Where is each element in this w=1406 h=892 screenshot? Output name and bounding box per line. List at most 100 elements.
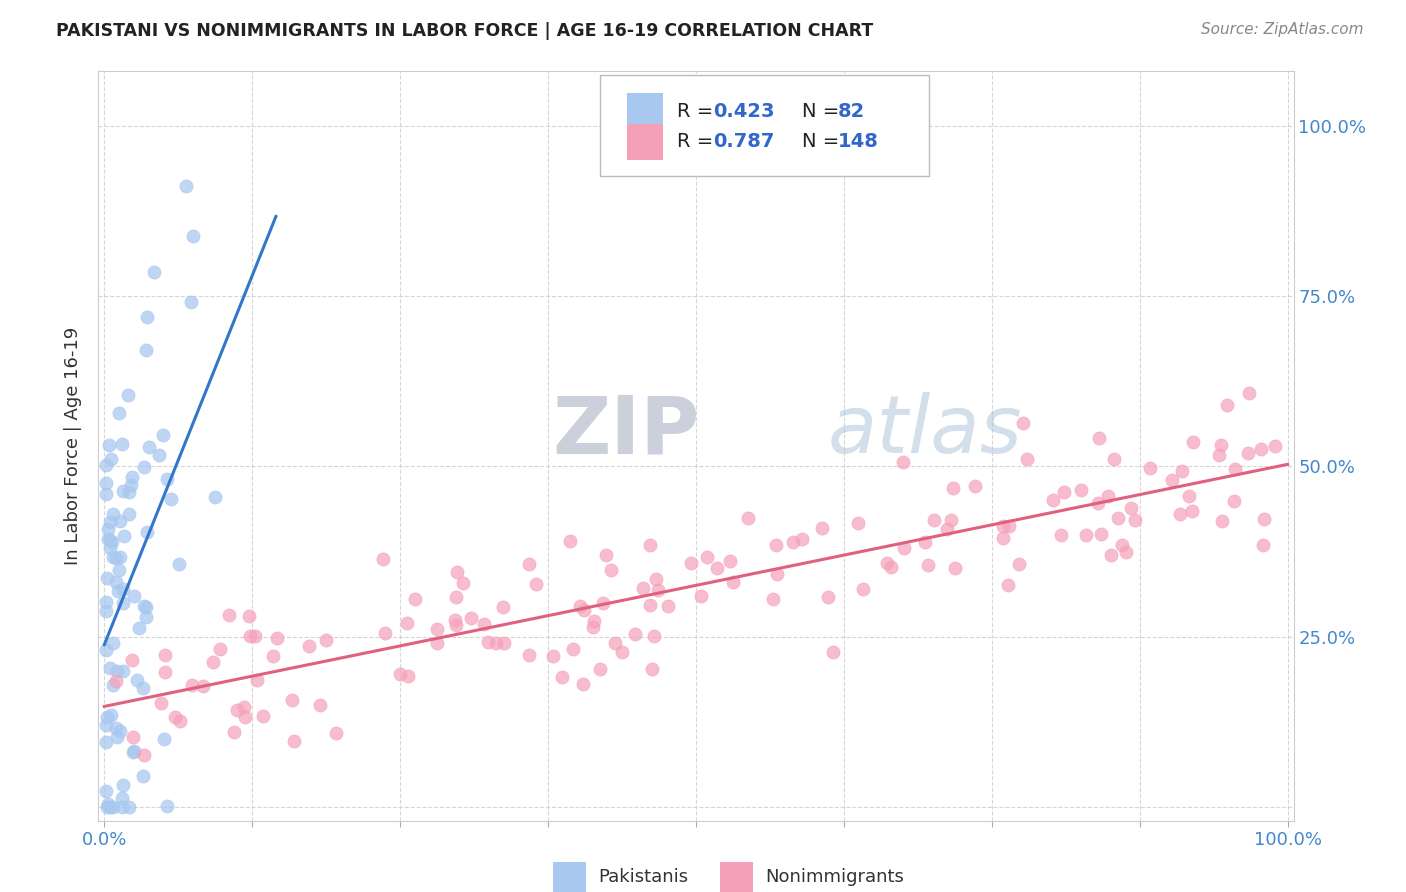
Point — [582, 620, 605, 634]
Point — [519, 648, 541, 662]
FancyBboxPatch shape — [553, 862, 586, 892]
Point — [281, 692, 304, 706]
Point — [107, 583, 129, 598]
Point — [460, 611, 482, 625]
Point — [112, 484, 135, 499]
Point — [142, 265, 165, 279]
Point — [243, 629, 266, 643]
Point — [98, 800, 121, 814]
Point — [939, 513, 962, 527]
Point — [821, 644, 844, 658]
Point — [404, 591, 426, 606]
Point — [472, 616, 495, 631]
Point — [852, 582, 875, 597]
Point — [98, 541, 121, 555]
Point — [1211, 438, 1233, 452]
Point — [721, 574, 744, 589]
Point — [98, 533, 121, 547]
Point — [105, 665, 128, 679]
Point — [108, 514, 131, 528]
Point — [893, 541, 915, 555]
Text: R =: R = — [676, 132, 720, 152]
Text: atlas: atlas — [827, 392, 1022, 470]
Point — [112, 529, 135, 543]
Point — [165, 710, 187, 724]
Point — [572, 676, 595, 690]
Point — [541, 649, 564, 664]
Point — [644, 573, 666, 587]
FancyBboxPatch shape — [720, 862, 754, 892]
Point — [308, 698, 330, 712]
Point — [117, 388, 139, 402]
Point — [136, 310, 159, 325]
Point — [914, 535, 936, 549]
Point — [657, 599, 679, 613]
Point — [1139, 461, 1161, 475]
Point — [169, 714, 191, 728]
Point — [1216, 399, 1239, 413]
Point — [811, 521, 834, 535]
Point — [225, 703, 247, 717]
Point — [152, 427, 174, 442]
Point — [101, 800, 124, 814]
Point — [1168, 507, 1191, 521]
Point — [1160, 474, 1182, 488]
Point — [1177, 490, 1199, 504]
Text: 148: 148 — [838, 132, 879, 152]
Point — [1111, 538, 1133, 552]
Point — [943, 561, 966, 575]
Point — [689, 589, 711, 603]
Point — [963, 479, 986, 493]
Point — [153, 665, 176, 679]
Point — [111, 437, 134, 451]
Point — [1097, 489, 1119, 503]
Point — [1115, 545, 1137, 559]
Point — [246, 673, 269, 687]
Point — [122, 745, 145, 759]
Point — [169, 557, 191, 571]
Point — [148, 448, 170, 462]
Point — [679, 557, 702, 571]
Point — [174, 179, 197, 194]
Point — [101, 508, 124, 522]
Point — [108, 406, 131, 420]
Point — [297, 639, 319, 653]
Point — [782, 535, 804, 549]
Point — [1250, 442, 1272, 456]
Point — [1107, 510, 1129, 524]
Text: 82: 82 — [838, 102, 866, 120]
Point — [1264, 439, 1286, 453]
Point — [1171, 464, 1194, 478]
Point — [1102, 451, 1125, 466]
Point — [485, 636, 508, 650]
Text: N =: N = — [803, 132, 846, 152]
Point — [551, 670, 574, 684]
Point — [94, 718, 117, 732]
Text: 0.423: 0.423 — [713, 102, 775, 120]
Point — [1181, 435, 1204, 450]
Point — [494, 636, 516, 650]
Point — [1099, 548, 1122, 562]
Point — [94, 604, 117, 618]
Point — [846, 516, 869, 530]
Point — [1208, 448, 1230, 462]
Point — [765, 538, 787, 552]
Point — [389, 667, 412, 681]
Point — [218, 608, 240, 623]
Point — [718, 554, 741, 568]
Point — [252, 709, 274, 723]
Point — [153, 648, 176, 662]
FancyBboxPatch shape — [600, 75, 929, 177]
Point — [491, 600, 513, 615]
Text: R =: R = — [676, 102, 720, 120]
Point — [1087, 431, 1109, 445]
Point — [100, 535, 122, 549]
Point — [706, 561, 728, 575]
Point — [1017, 452, 1039, 467]
Point — [112, 778, 135, 792]
Point — [517, 558, 540, 572]
Point — [118, 800, 141, 814]
Point — [582, 615, 605, 629]
Text: Pakistanis: Pakistanis — [598, 868, 688, 886]
Point — [917, 558, 939, 572]
